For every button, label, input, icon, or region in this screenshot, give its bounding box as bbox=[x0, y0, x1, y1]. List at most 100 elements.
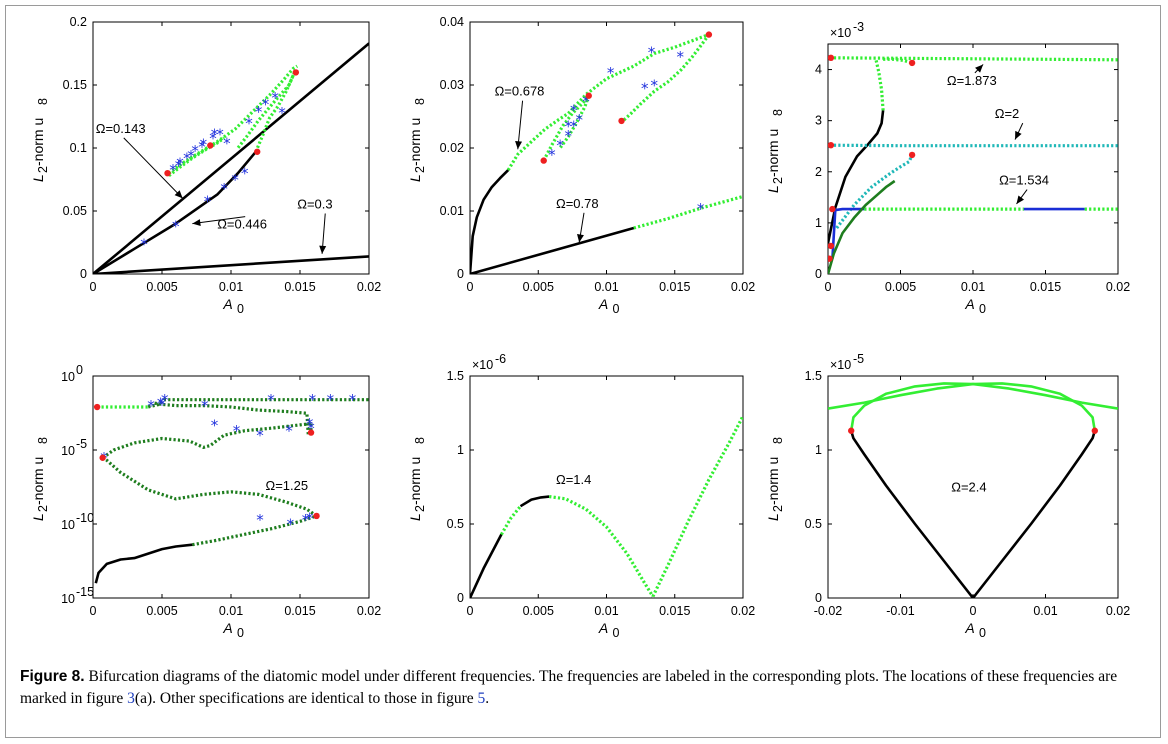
y-exponent-power: -6 bbox=[495, 352, 506, 366]
x-tick-label: 0.005 bbox=[523, 280, 554, 294]
bifurcation-star-marker: * bbox=[306, 509, 314, 527]
plot-content-b: ************** bbox=[470, 31, 743, 274]
bifurcation-star-marker: * bbox=[140, 235, 148, 253]
x-axis-label: A bbox=[222, 296, 232, 312]
annotation-arrow-head bbox=[1016, 195, 1025, 204]
plot-area-d bbox=[92, 375, 370, 599]
bifurcation-star-marker: * bbox=[651, 77, 659, 95]
series-line-2 bbox=[192, 514, 318, 547]
bifurcation-star-marker: * bbox=[570, 117, 578, 135]
x-tick-label: 0.02 bbox=[731, 604, 755, 618]
bifurcation-star-marker: * bbox=[172, 218, 180, 236]
bifurcation-star-marker: * bbox=[147, 397, 155, 415]
fold-point-marker bbox=[313, 512, 320, 520]
y-tick-label: 0 bbox=[457, 267, 464, 281]
figure-caption: Figure 8. Bifurcation diagrams of the di… bbox=[20, 666, 1145, 710]
y-tick-label: 0 bbox=[815, 591, 822, 605]
fold-point-marker bbox=[908, 59, 916, 67]
y-axis-label: L2-norm u 8 bbox=[765, 437, 785, 521]
fold-point-marker bbox=[828, 54, 835, 61]
bifurcation-star-marker: * bbox=[302, 511, 310, 529]
series-line-2 bbox=[500, 505, 522, 536]
plot-area-e bbox=[469, 375, 744, 599]
x-axis-label: A bbox=[964, 296, 974, 312]
y-tick-label: 1 bbox=[815, 216, 822, 230]
y-tick-label: 10 bbox=[61, 444, 75, 458]
series-line-2 bbox=[971, 430, 1097, 598]
plot-content-d: ******************** bbox=[93, 391, 369, 584]
y-tick-power: -5 bbox=[76, 437, 87, 451]
series-line-3 bbox=[519, 495, 550, 508]
fold-point-marker bbox=[254, 148, 261, 155]
bifurcation-star-marker: * bbox=[262, 95, 270, 113]
series-line-8 bbox=[633, 194, 743, 230]
caption-figure-ref-5[interactable]: 5 bbox=[477, 690, 486, 707]
x-axis-label-sub: 0 bbox=[237, 626, 244, 640]
annotation-arrow-head bbox=[975, 64, 984, 73]
y-tick-label: 0.02 bbox=[440, 141, 464, 155]
x-tick-label: 0.01 bbox=[594, 280, 618, 294]
x-axis-label-sub: 0 bbox=[613, 302, 620, 316]
y-axis-label-sub: 2 bbox=[36, 505, 50, 512]
annotation-arrow-line bbox=[123, 137, 184, 199]
x-tick-label: 0.02 bbox=[731, 280, 755, 294]
y-axis-label-sub: 2 bbox=[771, 177, 785, 184]
y-axis-label-rest: -norm u bbox=[407, 457, 423, 505]
bifurcation-star-marker: * bbox=[175, 157, 183, 175]
annotation-arrow-head bbox=[515, 140, 523, 150]
x-tick-label: 0.02 bbox=[1106, 280, 1130, 294]
series-line-3 bbox=[828, 110, 885, 244]
bifurcation-star-marker: * bbox=[220, 180, 228, 198]
frequency-annotation: Ω=0.446 bbox=[217, 217, 267, 232]
x-tick-label: -0.01 bbox=[886, 604, 915, 618]
y-tick-label: 0.03 bbox=[440, 78, 464, 92]
y-axis-label-sub2: 8 bbox=[771, 109, 785, 116]
caption-figure-ref-3[interactable]: 3 bbox=[127, 690, 135, 707]
bifurcation-star-marker: * bbox=[209, 129, 217, 147]
x-tick-label: 0 bbox=[90, 604, 97, 618]
y-axis-label-l: L bbox=[407, 513, 423, 521]
bifurcation-star-marker: * bbox=[267, 391, 275, 409]
fold-point-marker bbox=[93, 403, 101, 411]
y-exponent-power: -5 bbox=[853, 352, 864, 366]
x-tick-label: 0.02 bbox=[357, 604, 381, 618]
y-axis-label-sub2: 8 bbox=[771, 437, 785, 444]
series-line-3 bbox=[567, 33, 710, 115]
y-axis-label-l: L bbox=[30, 174, 46, 182]
x-axis-label-sub: 0 bbox=[979, 626, 986, 640]
x-axis-label-sub: 0 bbox=[613, 626, 620, 640]
x-tick-label: -0.02 bbox=[814, 604, 843, 618]
fold-point-marker bbox=[828, 255, 833, 262]
frequency-annotation: Ω=0.678 bbox=[495, 84, 545, 99]
plot-area-a bbox=[92, 21, 370, 275]
x-tick-label: 0.015 bbox=[284, 280, 315, 294]
bifurcation-star-marker: * bbox=[204, 192, 212, 210]
x-tick-label: 0.01 bbox=[219, 604, 243, 618]
bifurcation-star-marker: * bbox=[245, 114, 253, 132]
bifurcation-star-marker: * bbox=[607, 64, 615, 82]
fold-point-marker bbox=[292, 69, 300, 76]
series-line-5 bbox=[829, 143, 1118, 148]
frequency-annotation: Ω=1.4 bbox=[556, 472, 591, 487]
y-axis-label: L2-norm u 8 bbox=[407, 98, 427, 182]
x-tick-label: 0 bbox=[825, 280, 832, 294]
caption-text-3: . bbox=[485, 690, 490, 707]
bifurcation-star-marker: * bbox=[327, 391, 335, 409]
y-axis-label-rest: -norm u bbox=[407, 118, 423, 166]
y-axis-label-sub2: 8 bbox=[36, 98, 50, 105]
fold-point-marker bbox=[828, 242, 835, 250]
y-axis-label-l: L bbox=[765, 185, 781, 193]
y-axis-label-rest: -norm u bbox=[765, 129, 781, 177]
caption-text-2: (a). Other specifications are identical … bbox=[134, 690, 478, 707]
x-tick-label: 0 bbox=[970, 604, 977, 618]
y-tick-label: 1.5 bbox=[805, 369, 822, 383]
x-tick-label: 0.015 bbox=[659, 280, 690, 294]
series-line-4 bbox=[101, 422, 312, 460]
bifurcation-star-marker: * bbox=[676, 48, 684, 66]
fold-point-marker bbox=[99, 454, 106, 461]
x-tick-label: 0 bbox=[467, 280, 474, 294]
x-tick-label: 0.02 bbox=[357, 280, 381, 294]
